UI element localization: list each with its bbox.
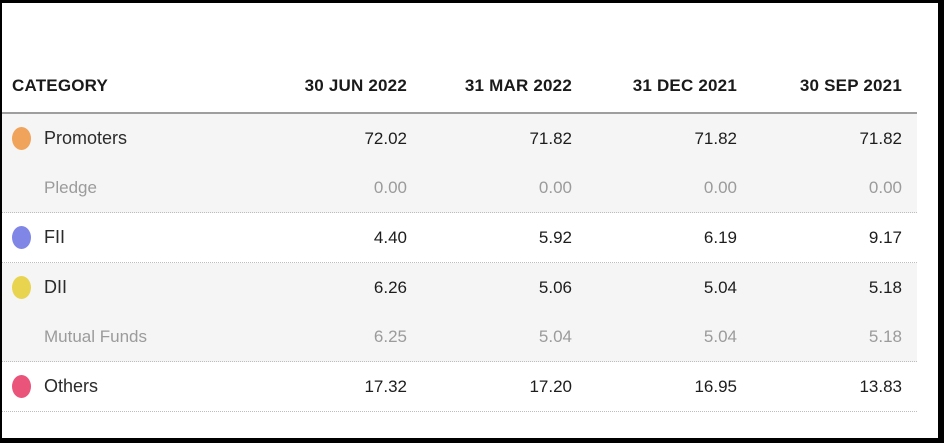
row-group: DII 6.26 5.06 5.04 5.18 Mutual Funds 6.25 5.04 5… [2, 263, 917, 362]
value-cell: 0.00 [538, 177, 572, 197]
dii-dot [12, 276, 31, 299]
value-cell: 6.19 [703, 227, 737, 247]
table-body: Promoters 72.02 71.82 71.82 71.82 Pledge 0.00 0… [2, 114, 917, 412]
column-header-dec-2021: 31 DEC 2021 [632, 76, 737, 95]
value-cell: 5.18 [868, 277, 902, 297]
dot-cell [12, 375, 44, 398]
table-row: DII 6.26 5.06 5.04 5.18 [2, 263, 917, 312]
value-cell: 5.92 [538, 227, 572, 247]
value-cell: 16.95 [694, 376, 737, 396]
table-row: Mutual Funds 6.25 5.04 5.04 5.18 [2, 312, 917, 361]
dot-cell [12, 226, 44, 249]
value-cell: 0.00 [868, 177, 902, 197]
category-label: Others [44, 376, 99, 396]
column-header-mar-2022: 31 MAR 2022 [464, 76, 572, 95]
value-cell: 5.04 [703, 326, 737, 346]
row-group: FII 4.40 5.92 6.19 9.17 [2, 213, 917, 263]
value-cell: 71.82 [859, 128, 902, 148]
others-dot [12, 375, 31, 398]
value-cell: 13.83 [859, 376, 902, 396]
row-group: Others 17.32 17.20 16.95 13.83 [2, 362, 917, 412]
value-cell: 5.04 [538, 326, 572, 346]
value-cell: 0.00 [703, 177, 737, 197]
category-label: Promoters [44, 128, 128, 148]
category-label: DII [44, 277, 68, 297]
table-header-row: CATEGORY 30 JUN 2022 31 MAR 2022 31 DEC … [2, 60, 917, 114]
value-cell: 71.82 [694, 128, 737, 148]
value-cell: 0.00 [373, 177, 407, 197]
category-label: Pledge [44, 177, 97, 197]
value-cell: 17.20 [529, 376, 572, 396]
value-cell: 5.04 [703, 277, 737, 297]
category-label: Mutual Funds [44, 326, 147, 346]
value-cell: 4.40 [373, 227, 407, 247]
table-row: Pledge 0.00 0.00 0.00 0.00 [2, 163, 917, 212]
table-row: Others 17.32 17.20 16.95 13.83 [2, 362, 917, 411]
dot-cell [12, 127, 44, 150]
column-header-sep-2021: 30 SEP 2021 [799, 76, 902, 95]
category-column-header: CATEGORY [12, 76, 109, 95]
dot-cell [12, 276, 44, 299]
shareholding-table: CATEGORY 30 JUN 2022 31 MAR 2022 31 DEC … [2, 60, 917, 412]
table-row: FII 4.40 5.92 6.19 9.17 [2, 213, 917, 262]
value-cell: 72.02 [364, 128, 407, 148]
value-cell: 5.18 [868, 326, 902, 346]
value-cell: 5.06 [538, 277, 572, 297]
row-group: Promoters 72.02 71.82 71.82 71.82 Pledge 0.00 0… [2, 114, 917, 213]
promoters-dot [12, 127, 31, 150]
value-cell: 17.32 [364, 376, 407, 396]
column-header-jun-2022: 30 JUN 2022 [304, 76, 407, 95]
value-cell: 9.17 [868, 227, 902, 247]
value-cell: 71.82 [529, 128, 572, 148]
value-cell: 6.26 [373, 277, 407, 297]
fii-dot [12, 226, 31, 249]
value-cell: 6.25 [373, 326, 407, 346]
table-row: Promoters 72.02 71.82 71.82 71.82 [2, 114, 917, 163]
category-label: FII [44, 227, 65, 247]
